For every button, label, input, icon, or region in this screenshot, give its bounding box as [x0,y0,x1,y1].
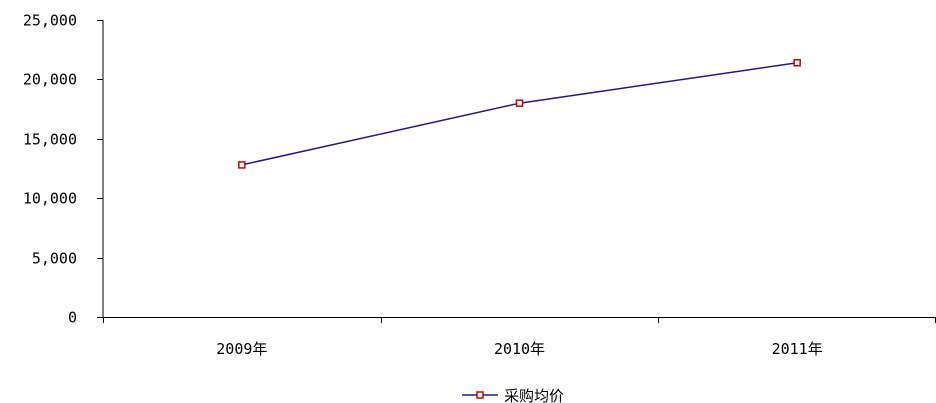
x-axis: 2009年 2010年 2011年 [103,317,936,358]
legend-label: 采购均价 [504,387,564,403]
y-axis: 0 5,000 10,000 15,000 20,000 25,000 [23,12,104,327]
series-group [238,59,801,169]
data-point [793,59,801,67]
y-tick-label: 15,000 [23,131,77,149]
y-tick-label: 25,000 [23,12,77,30]
x-tick-label: 2011年 [772,340,823,358]
y-tick-label: 10,000 [23,190,77,208]
legend: 采购均价 [462,387,564,403]
series-line [241,62,798,166]
data-point [515,99,524,107]
y-tick-label: 5,000 [32,250,77,268]
y-tick-label: 0 [68,309,77,327]
x-tick-label: 2009年 [216,340,267,358]
x-tick-label: 2010年 [494,340,545,358]
legend-marker [476,391,484,399]
y-tick-label: 20,000 [23,71,77,89]
data-point [238,161,246,169]
